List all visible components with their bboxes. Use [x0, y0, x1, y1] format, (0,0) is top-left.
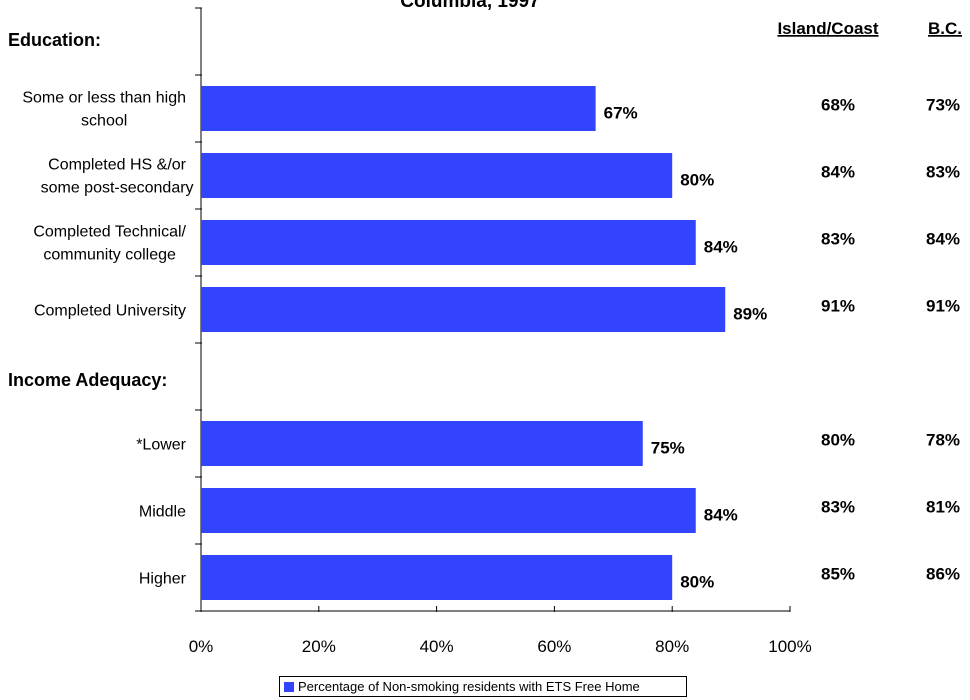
section-label: Income Adequacy:: [8, 370, 167, 390]
bar-value-label: 75%: [651, 439, 685, 458]
bc-value: 78%: [926, 431, 960, 450]
bar: [201, 488, 696, 533]
bar-value-label: 80%: [680, 171, 714, 190]
bar: [201, 555, 673, 600]
category-label: Completed University: [34, 303, 186, 320]
island-coast-value: 83%: [821, 498, 855, 517]
bar: [201, 287, 726, 332]
chart-title: Columbia, 1997: [400, 0, 539, 12]
island-coast-value: 68%: [821, 96, 855, 115]
section-label: Education:: [8, 30, 101, 50]
bc-value: 86%: [926, 565, 960, 584]
column-header-island-coast: Island/Coast: [777, 19, 878, 38]
x-tick-label: 40%: [420, 637, 454, 656]
chart-legend: Percentage of Non-smoking residents with…: [279, 676, 687, 697]
island-coast-value: 84%: [821, 163, 855, 182]
bar-value-label: 84%: [704, 506, 738, 525]
chart-marks: Education: Some or less than high school 67…: [8, 30, 960, 600]
column-header-bc: B.C.: [928, 19, 962, 38]
x-tick-label: 100%: [768, 637, 811, 656]
legend-swatch: [284, 681, 294, 692]
x-tick-label: 80%: [655, 637, 689, 656]
bc-value: 83%: [926, 163, 960, 182]
bar: [201, 220, 696, 265]
category-label: Higher: [139, 571, 187, 588]
island-coast-value: 91%: [821, 297, 855, 316]
bar: [201, 86, 596, 131]
x-tick-label: 0%: [189, 637, 214, 656]
bar: [201, 153, 673, 198]
category-label: Completed Technical/community college: [33, 224, 186, 264]
bc-value: 73%: [926, 96, 960, 115]
category-label: Completed HS &/or some post-secondary: [41, 157, 194, 197]
category-label: Middle: [139, 504, 186, 521]
legend-label: Percentage of Non-smoking residents with…: [298, 679, 640, 694]
island-coast-value: 80%: [821, 431, 855, 450]
bc-value: 81%: [926, 498, 960, 517]
bc-value: 91%: [926, 297, 960, 316]
bar-value-label: 67%: [604, 104, 638, 123]
bar: [201, 421, 643, 466]
island-coast-value: 83%: [821, 230, 855, 249]
bc-value: 84%: [926, 230, 960, 249]
bar-value-label: 80%: [680, 573, 714, 592]
island-coast-value: 85%: [821, 565, 855, 584]
category-label: Some or less than high school: [22, 90, 186, 130]
bar-value-label: 84%: [704, 238, 738, 257]
chart-axes: 0% 20% 40% 60% 80% 100%: [189, 7, 812, 656]
category-label: *Lower: [136, 437, 186, 454]
x-tick-label: 60%: [537, 637, 571, 656]
bar-value-label: 89%: [733, 305, 767, 324]
x-tick-label: 20%: [302, 637, 336, 656]
